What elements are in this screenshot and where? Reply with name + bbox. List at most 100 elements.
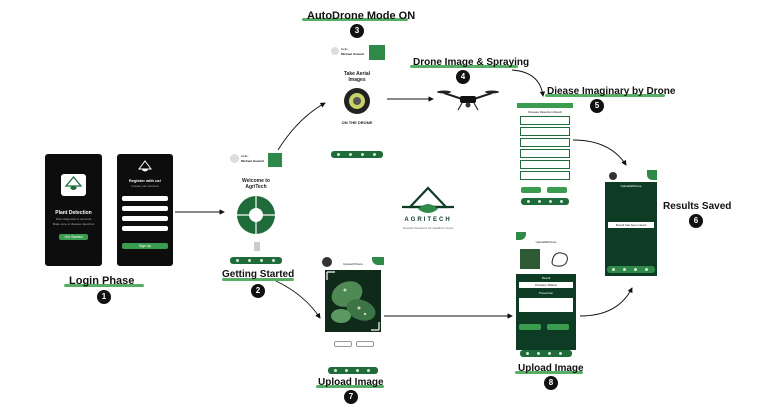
password-field[interactable]	[122, 226, 168, 231]
camera-icon[interactable]	[349, 153, 352, 156]
result-label: Result	[541, 276, 551, 280]
action-button[interactable]	[519, 324, 541, 330]
action-button[interactable]	[547, 324, 569, 330]
stage-badge-5: 5	[590, 99, 604, 113]
leaf-logo-icon	[138, 160, 152, 172]
home-icon[interactable]	[337, 153, 340, 156]
profile-icon[interactable]	[367, 369, 370, 372]
disease-name: Powdery Mildew	[535, 283, 557, 287]
profile-icon[interactable]	[560, 200, 563, 203]
upload-title: Upload Picture	[343, 262, 363, 266]
stage-badge-4: 4	[456, 70, 470, 84]
bottom-nav[interactable]	[520, 350, 572, 357]
history-icon[interactable]	[356, 369, 359, 372]
disease-list-screen: Disease Detection Result	[517, 103, 573, 210]
arrow-welcome-to-drone-mode	[277, 102, 326, 151]
profile-icon[interactable]	[373, 153, 376, 156]
list-item[interactable]	[520, 171, 570, 180]
arrow-disease-to-results	[572, 139, 627, 166]
highlight	[410, 65, 518, 68]
splash-line2: Make sure of disease detection	[52, 222, 95, 226]
history-icon[interactable]	[361, 153, 364, 156]
back-icon[interactable]	[322, 257, 332, 267]
stage-label-upload-7: Upload Image	[318, 377, 384, 388]
list-item[interactable]	[520, 138, 570, 147]
upload-result-title: Upload&Picture	[535, 240, 557, 244]
stage-badge-3: 3	[350, 24, 364, 38]
upload-screen: Upload Picture	[322, 257, 384, 377]
back-icon[interactable]	[609, 172, 617, 180]
home-icon[interactable]	[526, 352, 529, 355]
stage-label-login: Login Phase	[69, 275, 135, 287]
bottom-nav[interactable]	[230, 257, 282, 264]
splash-line1: Plant diagnosis in seconds	[55, 217, 92, 221]
feature-wheel-icon[interactable]	[236, 195, 276, 235]
disease-name-box: Powdery Mildew	[519, 282, 573, 288]
results-header	[605, 170, 657, 182]
camera-icon[interactable]	[537, 352, 540, 355]
logo-tagline: Smarter Decisions for Healthier Crops	[402, 226, 454, 230]
action-button[interactable]	[547, 187, 567, 193]
home-icon[interactable]	[612, 268, 615, 271]
leaf-outline-icon	[551, 252, 568, 267]
bottom-nav[interactable]	[521, 198, 569, 205]
drone-icon	[437, 90, 499, 111]
option-button[interactable]	[334, 341, 352, 347]
history-icon[interactable]	[549, 200, 552, 203]
stage-label-upload-8: Upload Image	[518, 363, 584, 374]
get-started-button[interactable]: Get Started	[59, 234, 88, 240]
welcome-screen: Hello, Michael Howard Welcome to AgriTec…	[226, 150, 286, 265]
sign-up-button[interactable]: Sign Up	[122, 243, 168, 249]
corner-accent	[372, 257, 384, 265]
camera-icon[interactable]	[623, 268, 626, 271]
profile-icon[interactable]	[272, 259, 275, 262]
camera-icon[interactable]	[345, 369, 348, 372]
splash-logo	[61, 174, 86, 196]
home-icon[interactable]	[334, 369, 337, 372]
upload-result-screen: Upload&Picture Result Powdery Mildew Pre…	[516, 232, 576, 358]
results-screen: Upload&Picture Result has been saved	[605, 170, 657, 276]
email-field[interactable]	[122, 206, 168, 211]
stage-badge-7: 7	[344, 390, 358, 404]
corner-accent	[647, 170, 657, 180]
home-icon[interactable]	[527, 200, 530, 203]
stage-badge-2: 2	[251, 284, 265, 298]
bottom-nav[interactable]	[607, 266, 655, 273]
results-title: Upload&Picture	[620, 184, 642, 188]
stage-label-getting-started: Getting Started	[222, 269, 295, 280]
profile-icon[interactable]	[645, 268, 648, 271]
history-icon[interactable]	[260, 259, 263, 262]
option-button[interactable]	[356, 341, 374, 347]
phone-field[interactable]	[122, 216, 168, 221]
camera-icon[interactable]	[538, 200, 541, 203]
profile-icon[interactable]	[559, 352, 562, 355]
splash-title: Plant Detection	[55, 210, 92, 216]
avatar	[331, 47, 339, 55]
list-item[interactable]	[520, 149, 570, 158]
home-icon[interactable]	[236, 259, 239, 262]
prevention-text-box	[519, 298, 573, 312]
camera-icon[interactable]	[248, 259, 251, 262]
list-item[interactable]	[520, 116, 570, 125]
bottom-nav[interactable]	[331, 151, 383, 158]
camera-shutter-icon[interactable]	[343, 87, 371, 115]
drone-mode-screen: Hello, Michael Howard Take Aerial Images…	[327, 43, 387, 163]
corner-accent	[516, 232, 526, 240]
register-title: Register with us!	[128, 178, 162, 183]
list-item[interactable]	[520, 127, 570, 136]
bottom-nav[interactable]	[328, 367, 378, 374]
action-button[interactable]	[521, 187, 541, 193]
history-icon[interactable]	[634, 268, 637, 271]
splash-screen: Plant Detection Plant diagnosis in secon…	[45, 154, 102, 266]
arrow-drone-to-disease	[511, 69, 546, 97]
highlight	[302, 18, 408, 21]
highlight	[64, 284, 144, 287]
history-icon[interactable]	[548, 352, 551, 355]
list-item[interactable]	[520, 160, 570, 169]
stage-label-drone: Drone Image & Spraying	[413, 57, 530, 68]
saved-text: Result has been saved	[615, 223, 647, 227]
highlight	[316, 385, 384, 388]
logo-name: AGRITECH	[404, 217, 452, 223]
name-field[interactable]	[122, 196, 168, 201]
top-bar	[517, 103, 573, 108]
